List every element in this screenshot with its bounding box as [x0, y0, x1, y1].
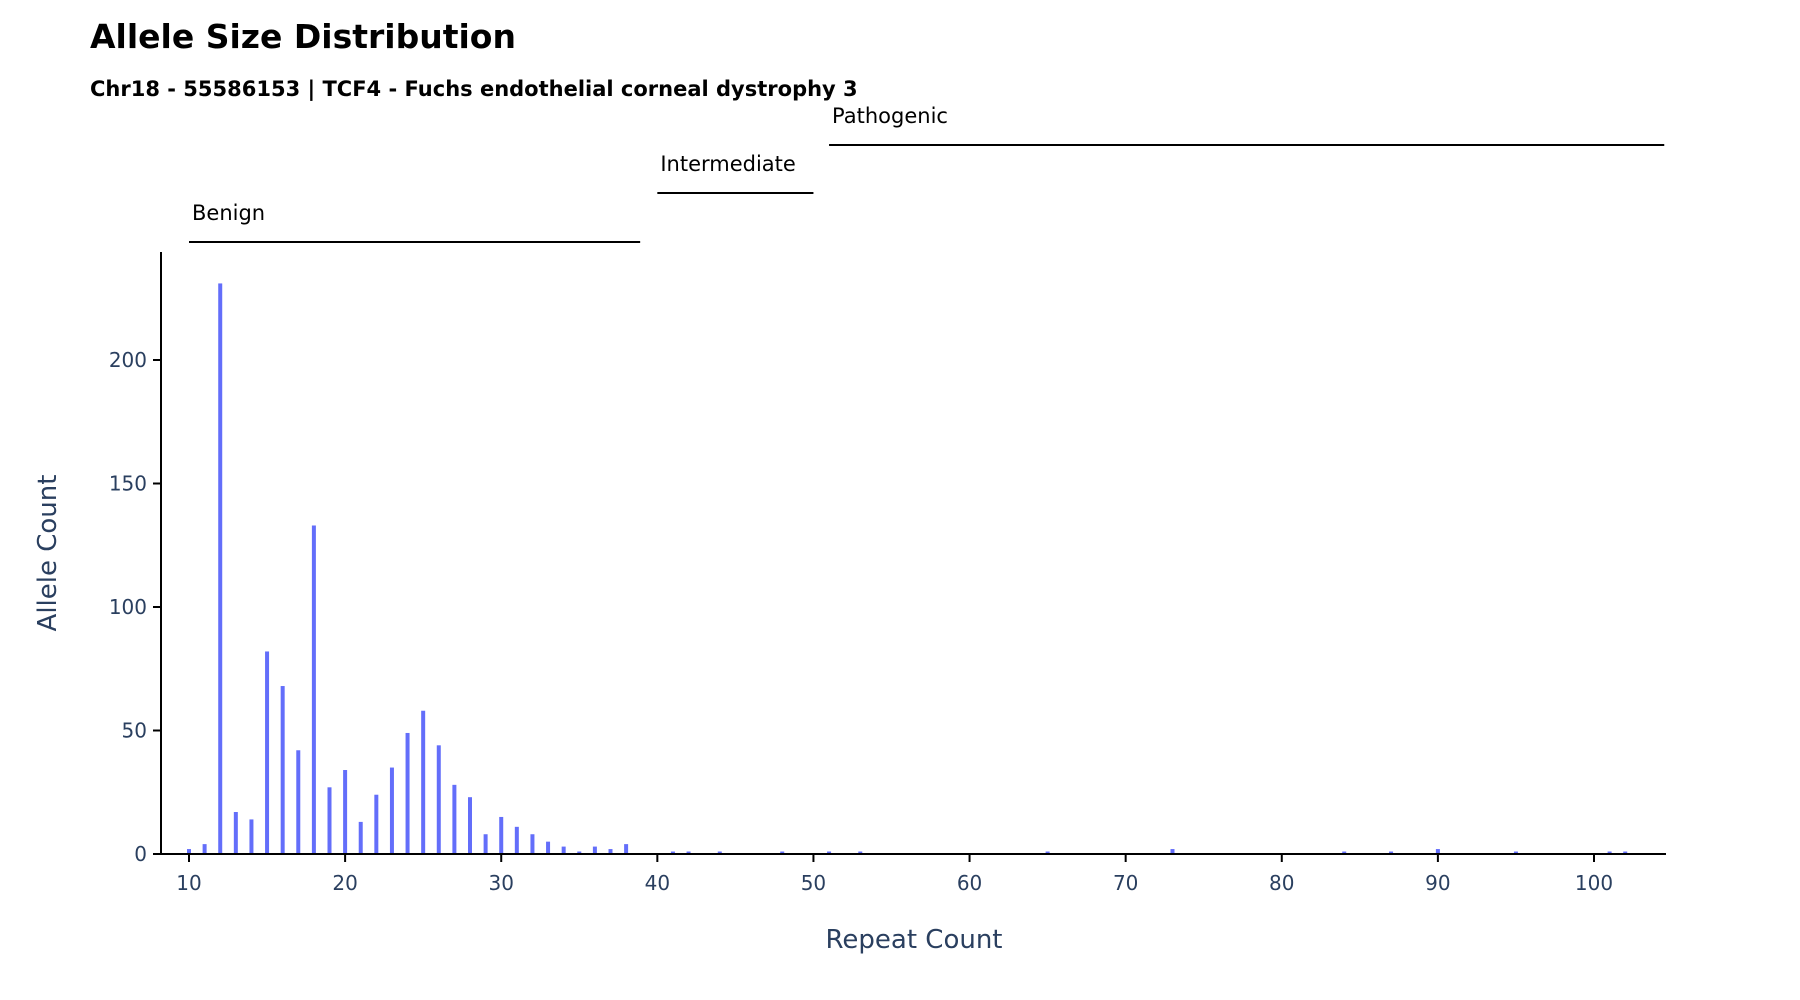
bar — [499, 816, 504, 854]
x-tick-label: 70 — [1113, 871, 1138, 895]
chart-title: Allele Size Distribution — [90, 17, 516, 56]
y-tick-label: 150 — [109, 472, 147, 496]
bar — [483, 834, 488, 854]
bar — [1513, 851, 1518, 854]
range-label: Intermediate — [660, 152, 796, 176]
bar — [670, 851, 675, 854]
x-tick-label: 40 — [645, 871, 670, 895]
x-axis-title: Repeat Count — [826, 925, 1003, 955]
bar — [546, 841, 551, 854]
bar — [468, 797, 472, 854]
y-ticks: 0 50 100 150 200 — [109, 348, 161, 866]
bar — [1389, 851, 1394, 854]
bar — [358, 821, 363, 854]
range-label: Benign — [192, 201, 265, 225]
bar — [858, 851, 863, 854]
y-tick-label: 100 — [109, 595, 147, 619]
bar — [421, 710, 426, 854]
x-tick-label: 50 — [801, 871, 826, 895]
bar — [249, 819, 254, 854]
bar — [577, 851, 582, 854]
bar — [202, 844, 207, 854]
bar — [624, 844, 629, 854]
bar — [374, 794, 379, 854]
bar — [436, 745, 441, 854]
bar — [530, 834, 535, 854]
x-tick-label: 100 — [1575, 871, 1613, 895]
bar — [608, 849, 613, 854]
x-tick-label: 60 — [957, 871, 982, 895]
x-tick-label: 30 — [488, 871, 513, 895]
y-tick-label: 50 — [122, 719, 147, 743]
bar — [717, 851, 722, 854]
bar — [405, 732, 410, 854]
x-tick-label: 80 — [1269, 871, 1294, 895]
chart-subtitle: Chr18 - 55586153 | TCF4 - Fuchs endothel… — [90, 77, 858, 102]
bar — [780, 851, 785, 854]
bar — [1623, 851, 1628, 854]
range-annotations: Benign Intermediate Pathogenic — [189, 104, 1665, 243]
range-label: Pathogenic — [832, 104, 948, 128]
bar — [686, 851, 691, 854]
bar — [233, 812, 238, 854]
bar — [827, 851, 832, 854]
bar — [1342, 851, 1347, 854]
y-axis-title: Allele Count — [33, 475, 63, 632]
y-tick-label: 0 — [134, 842, 147, 866]
bar — [1435, 849, 1440, 854]
bar — [561, 846, 566, 854]
bars — [187, 283, 1628, 854]
bar — [452, 784, 457, 854]
x-tick-label: 10 — [176, 871, 201, 895]
bar — [1607, 851, 1612, 854]
x-ticks: 10 20 30 40 50 60 70 80 90 100 — [176, 854, 1613, 895]
bar — [1045, 851, 1050, 854]
bar — [514, 826, 519, 854]
x-tick-label: 90 — [1425, 871, 1450, 895]
bar — [592, 846, 597, 854]
bar — [389, 767, 394, 854]
bar — [327, 787, 332, 854]
x-tick-label: 20 — [332, 871, 357, 895]
bar — [265, 651, 270, 854]
y-tick-label: 200 — [109, 348, 147, 372]
bar — [296, 750, 301, 854]
bar — [280, 686, 285, 854]
bar — [343, 770, 348, 854]
bar — [311, 525, 316, 854]
bar — [187, 849, 191, 854]
bar — [1170, 849, 1175, 854]
bar — [218, 283, 223, 854]
